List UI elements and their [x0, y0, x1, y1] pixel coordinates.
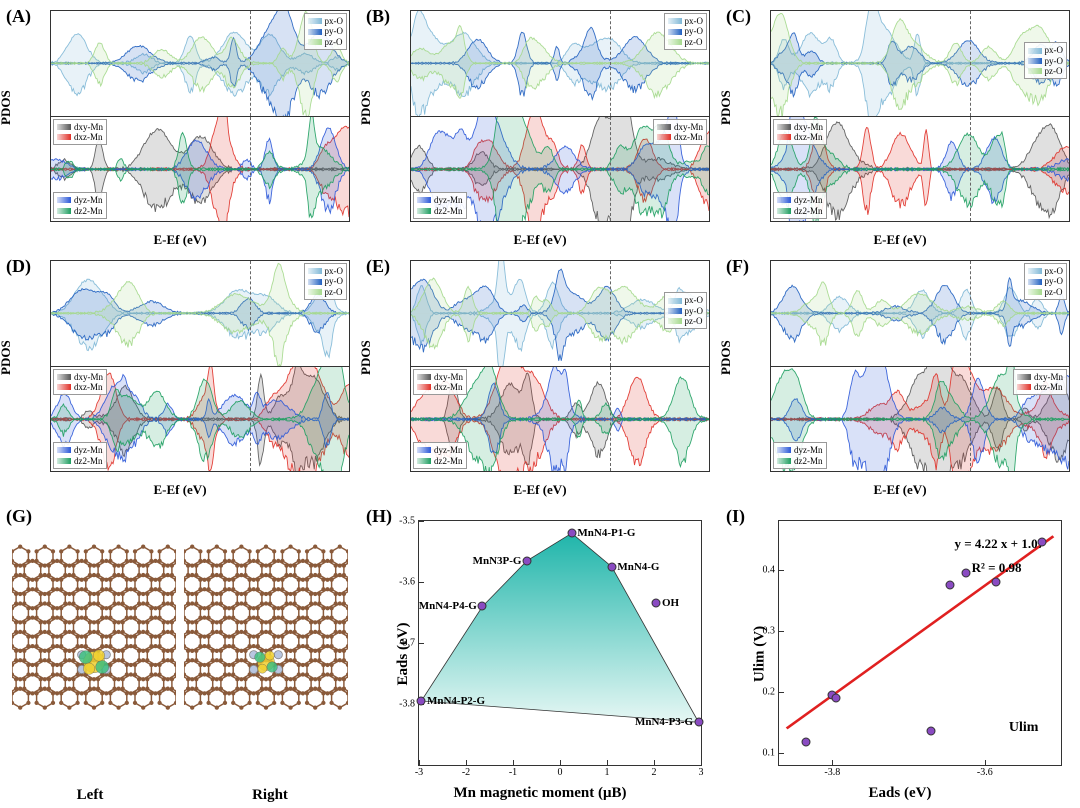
plot-area: -3-2-10123-3.5-3.6-3.7-3.8MnN4-P2-GMnN4-…: [418, 520, 702, 766]
panel-label: (B): [366, 6, 390, 27]
pdos-subpanel: 0.80-0.8-8-6-4-2024dxy-Mndxz-Mndyz-Mndz2…: [770, 367, 1070, 473]
legend: dyz-Mndz2-Mn: [773, 192, 827, 219]
legend: dyz-Mndz2-Mn: [413, 442, 467, 469]
panel-label: (A): [6, 6, 31, 27]
legend: dxy-Mndxz-Mn: [53, 369, 107, 396]
data-point: [523, 556, 532, 565]
figure-grid: (A) 0.450-0.45px-Opy-Opz-O1.60-1.6-8-6-4-…: [0, 0, 1080, 808]
legend: px-Opy-Opz-O: [1024, 263, 1068, 300]
data-point: [927, 727, 936, 736]
panel-A: (A) 0.450-0.45px-Opy-Opz-O1.60-1.6-8-6-4-…: [0, 0, 360, 250]
y-axis-label: Ulim (V): [752, 626, 769, 682]
legend: dyz-Mndz2-Mn: [773, 442, 827, 469]
legend: px-Opy-Opz-O: [1024, 42, 1068, 79]
fit-r2: R² = 0.98: [972, 560, 1022, 576]
legend: dxy-Mndxz-Mn: [1013, 369, 1067, 396]
right-label: Right: [180, 787, 360, 804]
pdos-subpanel: 0.750-0.75-8-6-4-2024dxy-Mndxz-Mndyz-Mnd…: [410, 367, 710, 473]
data-point: [567, 529, 576, 538]
panel-label: (H): [366, 506, 392, 527]
legend: dyz-Mndz2-Mn: [53, 192, 107, 219]
point-label: MnN4-P1-G: [577, 527, 635, 539]
pdos-subpanel: 0.450-0.45px-Opy-Opz-O: [50, 10, 350, 117]
legend: px-Opy-Opz-O: [664, 13, 708, 50]
data-point: [1037, 538, 1046, 547]
pdos-subpanel: 10-1-8-6-4-2024dxy-Mndxz-Mndyz-Mndz2-Mn: [50, 367, 350, 473]
panel-D: (D)0.750-0.75px-Opy-Opz-O10-1-8-6-4-2024…: [0, 250, 360, 500]
panel-F: (F) 0.50-0.5px-Opy-Opz-O0.80-0.8-8-6-4-20…: [720, 250, 1080, 500]
panel-C: (C)0.350-0.35px-Opy-Opz-O10-1-8-6-4-2024…: [720, 0, 1080, 250]
data-point: [801, 737, 810, 746]
y-axis-label: Eads (eV): [395, 623, 412, 686]
legend: px-Opy-Opz-O: [304, 13, 348, 50]
point-label: MnN4-P4-G: [419, 600, 477, 612]
pdos-subpanel: 10-1-8-6-4-2024dxy-Mndxz-Mndyz-Mndz2-Mn: [770, 117, 1070, 223]
panel-E: (E) 0.750-0.75px-Opy-Opz-O0.750-0.75-8-6-…: [360, 250, 720, 500]
y-axis-label: PDOS: [358, 340, 374, 375]
panel-I: (I) -3.8-3.60.10.20.30.4y = 4.22 x + 1.07…: [720, 500, 1080, 808]
legend: dyz-Mndz2-Mn: [53, 442, 107, 469]
pdos-subpanel: 10-1-8-6-4-2024dxy-Mndxz-Mndyz-Mndz2-Mn: [410, 117, 710, 223]
x-axis-label: E-Ef (eV): [360, 232, 720, 248]
panel-B: (B)0.750-0.75px-Opy-Opz-O10-1-8-6-4-2024…: [360, 0, 720, 250]
left-label: Left: [0, 787, 180, 804]
lattice-right: [184, 528, 348, 788]
y-axis-label: PDOS: [718, 90, 734, 125]
pdos-subpanel: 0.750-0.75px-Opy-Opz-O: [410, 10, 710, 117]
fit-equation: y = 4.22 x + 1.07: [955, 536, 1045, 552]
lattice-wrap: [12, 528, 348, 788]
legend: px-Opy-Opz-O: [304, 263, 348, 300]
point-label: OH: [662, 597, 679, 609]
y-axis-label: PDOS: [0, 90, 14, 125]
panel-H: (H) -3-2-10123-3.5-3.6-3.7-3.8MnN4-P2-GMn…: [360, 500, 720, 808]
point-label: MnN4-P2-G: [427, 695, 485, 707]
pdos-subpanel: 0.350-0.35px-Opy-Opz-O: [770, 10, 1070, 117]
panel-label: (G): [6, 506, 32, 527]
lattice-left: [12, 528, 176, 788]
data-point: [946, 581, 955, 590]
y-axis-label: PDOS: [0, 340, 14, 375]
data-point: [652, 599, 661, 608]
panel-label: (E): [366, 256, 390, 277]
legend: dxy-Mndxz-Mn: [53, 119, 107, 146]
data-point: [832, 693, 841, 702]
pdos-subpanel: 0.50-0.5px-Opy-Opz-O: [770, 260, 1070, 367]
data-point: [961, 568, 970, 577]
x-axis-label: Mn magnetic moment (μB): [360, 785, 720, 802]
point-label: MnN4-P3-G: [635, 716, 693, 728]
x-axis-label: E-Ef (eV): [720, 482, 1080, 498]
point-label: MnN3P-G: [473, 555, 522, 567]
legend: px-Opy-Opz-O: [664, 292, 708, 329]
x-axis-label: E-Ef (eV): [0, 482, 360, 498]
panel-label: (C): [726, 6, 751, 27]
data-point: [694, 718, 703, 727]
legend: dxy-Mndxz-Mn: [773, 119, 827, 146]
panel-label: (F): [726, 256, 749, 277]
panel-label: (I): [726, 506, 745, 527]
data-point: [417, 696, 426, 705]
x-axis-label: E-Ef (eV): [360, 482, 720, 498]
pdos-subpanel: 0.750-0.75px-Opy-Opz-O: [410, 260, 710, 367]
data-point: [607, 562, 616, 571]
pdos-subpanel: 0.750-0.75px-Opy-Opz-O: [50, 260, 350, 367]
plot-area: -3.8-3.60.10.20.30.4y = 4.22 x + 1.07R² …: [778, 520, 1062, 766]
pdos-subpanel: 1.60-1.6-8-6-4-2024dxy-Mndxz-Mndyz-Mndz2…: [50, 117, 350, 223]
x-axis-label: E-Ef (eV): [0, 232, 360, 248]
legend: dxy-Mndxz-Mn: [653, 119, 707, 146]
legend: dxy-Mndxz-Mn: [413, 369, 467, 396]
legend: dyz-Mndz2-Mn: [413, 192, 467, 219]
ulim-label: Ulim: [1009, 720, 1039, 736]
x-axis-label: Eads (eV): [720, 785, 1080, 802]
panel-label: (D): [6, 256, 31, 277]
data-point: [992, 578, 1001, 587]
point-label: MnN4-G: [617, 561, 659, 573]
panel-G: (G) LeftRight: [0, 500, 360, 808]
data-point: [478, 602, 487, 611]
y-axis-label: PDOS: [718, 340, 734, 375]
y-axis-label: PDOS: [358, 90, 374, 125]
x-axis-label: E-Ef (eV): [720, 232, 1080, 248]
